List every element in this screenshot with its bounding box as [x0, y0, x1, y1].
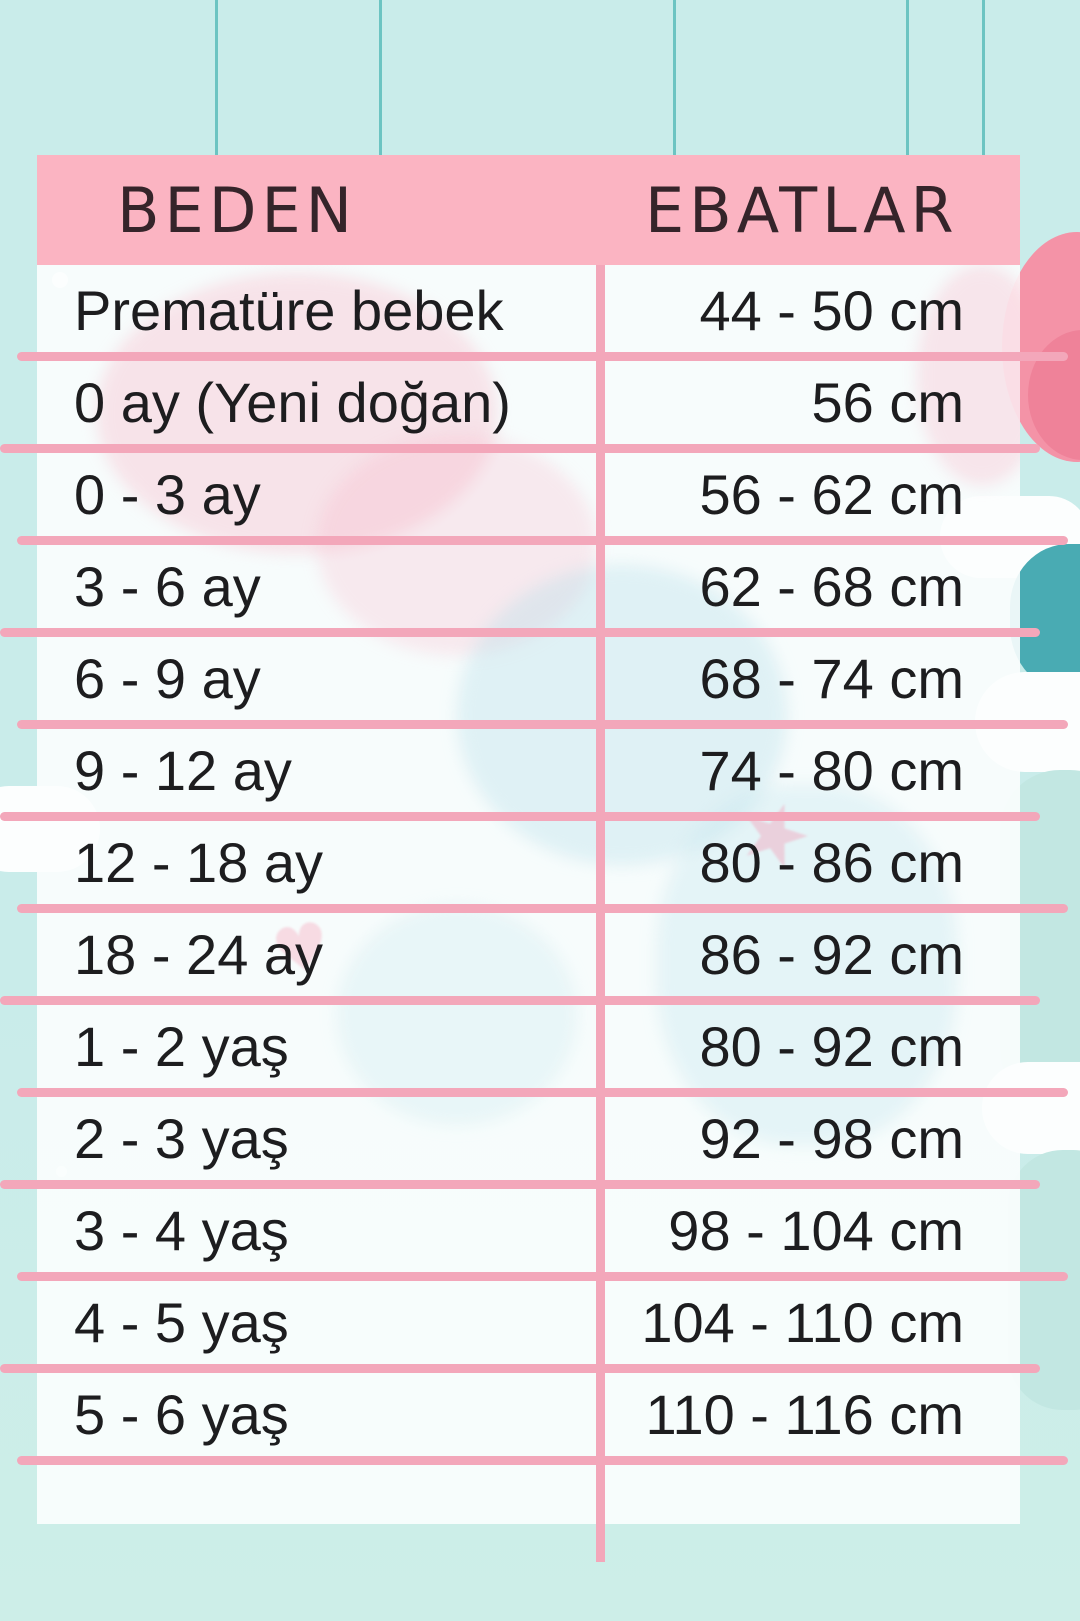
table-row: 9 - 12 ay 74 - 80 cm [37, 725, 1020, 817]
table-row: 12 - 18 ay 80 - 86 cm [37, 817, 1020, 909]
row-size: 3 - 4 yaş [74, 1199, 289, 1262]
faint-pink-blob [317, 435, 597, 655]
row-dimensions: 62 - 68 cm [699, 555, 964, 618]
header-ebatlar: EBATLAR [645, 174, 959, 247]
row-size: 12 - 18 ay [74, 831, 324, 894]
hanging-string [379, 0, 382, 160]
table-row: 4 - 5 yaş 104 - 110 cm [37, 1277, 1020, 1369]
table-row: 3 - 6 ay 62 - 68 cm [37, 541, 1020, 633]
table-row: 1 - 2 yaş 80 - 92 cm [37, 1001, 1020, 1093]
row-size: 4 - 5 yaş [74, 1291, 289, 1354]
table-row: 2 - 3 yaş 92 - 98 cm [37, 1093, 1020, 1185]
faint-blue-blob [657, 785, 957, 1145]
row-dimensions: 98 - 104 cm [668, 1199, 964, 1262]
row-dimensions: 74 - 80 cm [699, 739, 964, 802]
row-size: 0 ay (Yeni doğan) [74, 371, 511, 434]
table-row: Prematüre bebek 44 - 50 cm [37, 265, 1020, 357]
row-dimensions: 80 - 86 cm [699, 831, 964, 894]
row-size: 1 - 2 yaş [74, 1015, 289, 1078]
row-size: 6 - 9 ay [74, 647, 261, 710]
column-divider-line [596, 265, 605, 1562]
row-dimensions: 104 - 110 cm [641, 1291, 964, 1354]
hanging-string [906, 0, 909, 160]
table-row: 0 ay (Yeni doğan) 56 cm [37, 357, 1020, 449]
table-row: 0 - 3 ay 56 - 62 cm [37, 449, 1020, 541]
table-row: 5 - 6 yaş 110 - 116 cm [37, 1369, 1020, 1461]
faint-pink-blob [97, 273, 497, 553]
row-dimensions: 92 - 98 cm [699, 1107, 964, 1170]
row-dimensions: 86 - 92 cm [699, 923, 964, 986]
table-row: 3 - 4 yaş 98 - 104 cm [37, 1185, 1020, 1277]
row-size: 0 - 3 ay [74, 463, 261, 526]
table-row: 6 - 9 ay 68 - 74 cm [37, 633, 1020, 725]
row-size: 5 - 6 yaş [74, 1383, 289, 1446]
row-size: 18 - 24 ay [74, 923, 324, 986]
row-dimensions: 68 - 74 cm [699, 647, 964, 710]
hanging-string [215, 0, 218, 160]
row-dimensions: 80 - 92 cm [699, 1015, 964, 1078]
row-size: 2 - 3 yaş [74, 1107, 289, 1170]
header-beden: BEDEN [117, 174, 358, 247]
row-size: 9 - 12 ay [74, 739, 292, 802]
row-size: Prematüre bebek [74, 279, 504, 342]
table-header: BEDEN EBATLAR [37, 155, 1020, 265]
row-dimensions: 56 cm [811, 371, 965, 434]
hanging-string [982, 0, 985, 160]
row-size: 3 - 6 ay [74, 555, 261, 618]
table-row: 18 - 24 ay 86 - 92 cm [37, 909, 1020, 1001]
hanging-string [673, 0, 676, 160]
table-body: ★ ♥ Prematüre bebek 44 - 50 cm 0 ay (Yen… [37, 265, 1020, 1524]
size-table: BEDEN EBATLAR ★ ♥ Prematüre bebek 44 - 5… [37, 155, 1020, 1524]
row-dimensions: 44 - 50 cm [699, 279, 964, 342]
row-dimensions: 110 - 116 cm [645, 1383, 964, 1446]
table-body-rows: Prematüre bebek 44 - 50 cm 0 ay (Yeni do… [37, 265, 1020, 1461]
row-dimensions: 56 - 62 cm [699, 463, 964, 526]
